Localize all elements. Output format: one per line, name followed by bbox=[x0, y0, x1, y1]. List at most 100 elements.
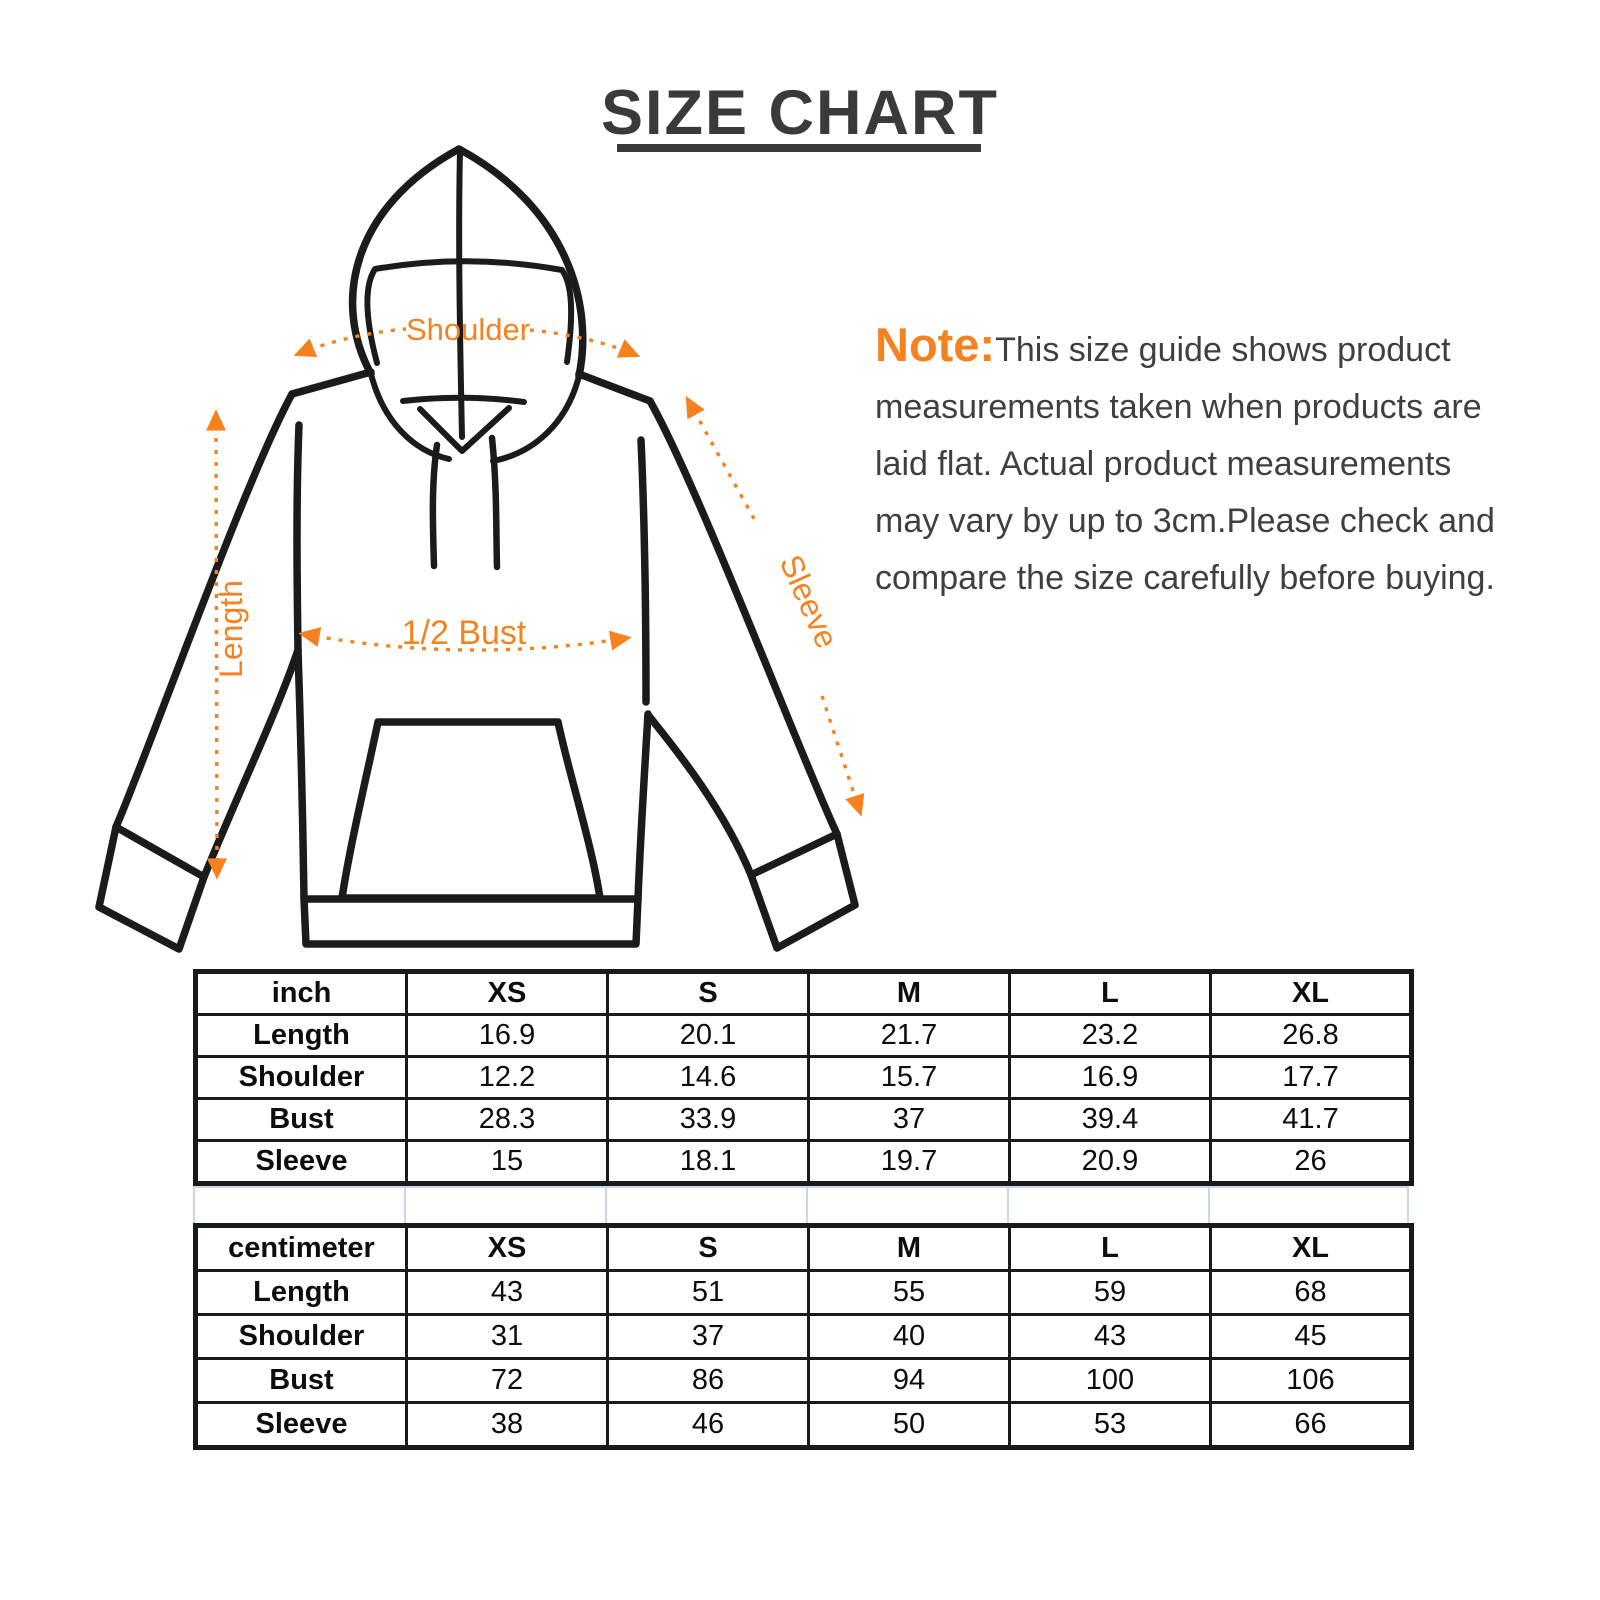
measurement-cell: 106 bbox=[1209, 1357, 1413, 1404]
table-row: Shoulder 31 37 40 43 45 bbox=[194, 1313, 1413, 1360]
measure-annotations: Shoulder Length 1/2 Bust Sleeve bbox=[206, 312, 865, 880]
table-spacer bbox=[193, 1186, 1409, 1226]
body-left-edge bbox=[294, 646, 308, 903]
measurement-cell: 40 bbox=[807, 1313, 1011, 1360]
page-title: SIZE CHART bbox=[601, 78, 999, 148]
measurement-cell: 17.7 bbox=[1209, 1055, 1413, 1100]
column-header: S bbox=[606, 970, 810, 1016]
row-label: Sleeve bbox=[194, 1139, 408, 1185]
row-label: Bust bbox=[194, 1357, 408, 1404]
measurement-cell: 66 bbox=[1209, 1401, 1413, 1449]
measurement-cell: 19.7 bbox=[807, 1139, 1011, 1185]
note-line: compare the size carefully before buying… bbox=[875, 559, 1495, 597]
column-header: XL bbox=[1209, 970, 1413, 1016]
measurement-cell: 23.2 bbox=[1008, 1013, 1212, 1058]
measurement-cell: 31 bbox=[405, 1313, 609, 1360]
row-label: Shoulder bbox=[194, 1055, 408, 1100]
cuff-left bbox=[95, 823, 208, 953]
measurement-cell: 94 bbox=[807, 1357, 1011, 1404]
note-label: Note: bbox=[875, 318, 996, 371]
measurement-cell: 38 bbox=[405, 1401, 609, 1449]
neckline-right bbox=[490, 373, 582, 464]
length-arrow bbox=[206, 409, 227, 880]
size-table-inch: inch XS S M L XL Length 16.9 20.1 21.7 23.2 26.8 Sho… bbox=[193, 969, 1414, 1186]
hood-center-seam bbox=[456, 148, 465, 440]
hoodie-outline bbox=[95, 145, 859, 953]
body-right-edge bbox=[634, 710, 652, 903]
measurement-cell: 26 bbox=[1209, 1139, 1413, 1185]
placket-v bbox=[417, 405, 512, 454]
column-header: L bbox=[1008, 970, 1212, 1016]
note-line: laid flat. Actual product measurements bbox=[875, 445, 1452, 483]
table-row: Shoulder 12.2 14.6 15.7 16.9 17.7 bbox=[194, 1055, 1413, 1100]
table-row: Sleeve 38 46 50 53 66 bbox=[194, 1401, 1413, 1449]
header-row: inch XS S M L XL bbox=[194, 970, 1413, 1016]
column-header: M bbox=[807, 970, 1011, 1016]
cuff-right bbox=[747, 830, 859, 952]
measurement-cell: 16.9 bbox=[405, 1013, 609, 1058]
table-row: Bust 72 86 94 100 106 bbox=[194, 1357, 1413, 1404]
title-underline bbox=[617, 144, 981, 152]
measurement-cell: 14.6 bbox=[606, 1055, 810, 1100]
drawstring-left bbox=[429, 441, 441, 570]
bust-measure-label: 1/2 Bust bbox=[402, 614, 527, 652]
shoulder-measure-label: Shoulder bbox=[406, 312, 530, 347]
column-header: XL bbox=[1209, 1224, 1413, 1272]
measurement-cell: 33.9 bbox=[606, 1097, 810, 1142]
drawstring-right bbox=[488, 434, 501, 571]
measurement-cell: 53 bbox=[1008, 1401, 1212, 1449]
table-row: Length 43 51 55 59 68 bbox=[194, 1269, 1413, 1316]
measurement-cell: 20.1 bbox=[606, 1013, 810, 1058]
measurement-cell: 51 bbox=[606, 1269, 810, 1316]
spacer-gridline bbox=[1007, 1188, 1009, 1224]
body-right-crease bbox=[637, 436, 650, 706]
sleeve-measure-label: Sleeve bbox=[773, 550, 846, 654]
measurement-cell: 16.9 bbox=[1008, 1055, 1212, 1100]
note-line: may vary by up to 3cm.Please check and bbox=[875, 502, 1495, 540]
spacer-gridline bbox=[404, 1188, 406, 1224]
measurement-cell: 37 bbox=[807, 1097, 1011, 1142]
sleeve-right-inner bbox=[645, 712, 755, 879]
measurement-cell: 100 bbox=[1008, 1357, 1212, 1404]
measurement-cell: 59 bbox=[1008, 1269, 1212, 1316]
shoulder-seam-right bbox=[575, 370, 654, 405]
spacer-gridline bbox=[605, 1188, 607, 1224]
table-row: Bust 28.3 33.9 37 39.4 41.7 bbox=[194, 1097, 1413, 1142]
measurement-cell: 12.2 bbox=[405, 1055, 609, 1100]
measurement-cell: 86 bbox=[606, 1357, 810, 1404]
row-label: Sleeve bbox=[194, 1401, 408, 1449]
spacer-gridline bbox=[193, 1188, 195, 1224]
measurement-cell: 43 bbox=[405, 1269, 609, 1316]
shoulder-arrow-left bbox=[293, 327, 407, 357]
body-left-crease bbox=[293, 421, 303, 654]
measurement-cell: 55 bbox=[807, 1269, 1011, 1316]
row-label: Length bbox=[194, 1013, 408, 1058]
spacer-gridline bbox=[1407, 1188, 1409, 1224]
measurement-cell: 26.8 bbox=[1209, 1013, 1413, 1058]
measurement-cell: 41.7 bbox=[1209, 1097, 1413, 1142]
measurement-cell: 50 bbox=[807, 1401, 1011, 1449]
measurement-cell: 68 bbox=[1209, 1269, 1413, 1316]
header-row: centimeter XS S M L XL bbox=[194, 1224, 1413, 1272]
kangaroo-pocket bbox=[338, 718, 604, 902]
row-label: Shoulder bbox=[194, 1313, 408, 1360]
measurement-cell: 18.1 bbox=[606, 1139, 810, 1185]
measurement-cell: 43 bbox=[1008, 1313, 1212, 1360]
note-line: measurements taken when products are bbox=[875, 388, 1482, 426]
shoulder-seam-left bbox=[288, 368, 375, 398]
spacer-gridline bbox=[806, 1188, 808, 1224]
measurement-cell: 20.9 bbox=[1008, 1139, 1212, 1185]
table-row: Sleeve 15 18.1 19.7 20.9 26 bbox=[194, 1139, 1413, 1185]
measurement-cell: 21.7 bbox=[807, 1013, 1011, 1058]
column-header: XS bbox=[405, 1224, 609, 1272]
measurement-cell: 46 bbox=[606, 1401, 810, 1449]
column-header: XS bbox=[405, 970, 609, 1016]
shoulder-arrow-right bbox=[529, 328, 641, 358]
row-label: Bust bbox=[194, 1097, 408, 1142]
note-block: Note:This size guide shows product measu… bbox=[875, 316, 1555, 607]
sleeve-arrow-bottom bbox=[820, 695, 865, 817]
note-text: This size guide shows product bbox=[995, 331, 1451, 369]
column-header: M bbox=[807, 1224, 1011, 1272]
size-table-centimeter: centimeter XS S M L XL Length 43 51 55 59 68 Shoulde… bbox=[193, 1223, 1414, 1450]
measurement-cell: 39.4 bbox=[1008, 1097, 1212, 1142]
